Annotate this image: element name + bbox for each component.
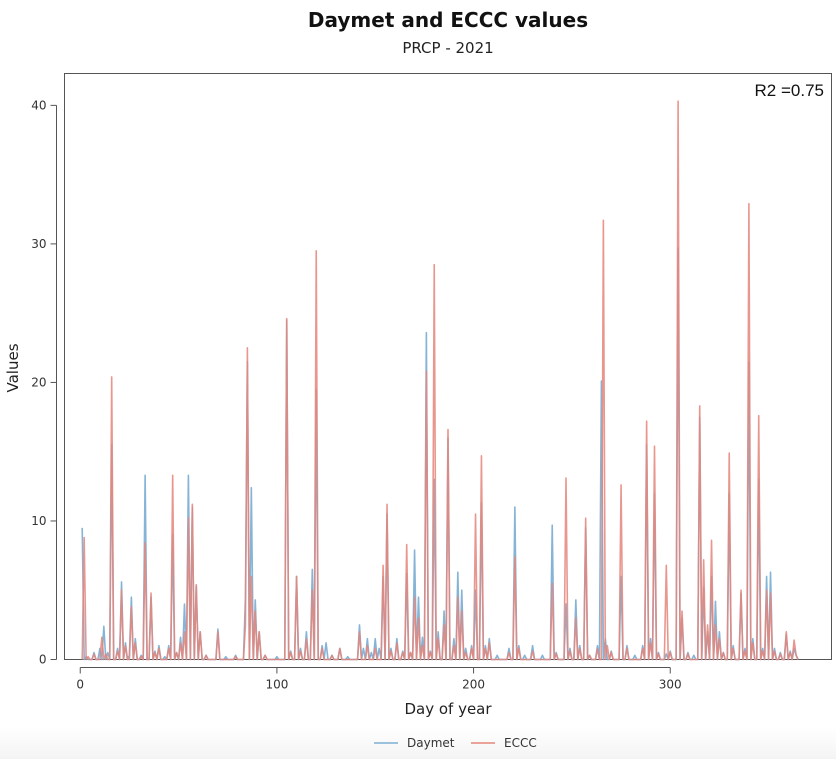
chart-subtitle: PRCP - 2021: [402, 39, 493, 57]
legend-label-daymet: Daymet: [407, 736, 455, 750]
y-axis: 0 10 20 30 40: [31, 98, 57, 667]
x-tick-label: 100: [265, 678, 288, 692]
series-line-eccc: [81, 100, 799, 661]
y-tick-label: 40: [31, 98, 46, 112]
chart-title: Daymet and ECCC values: [308, 8, 588, 32]
y-tick-label: 20: [31, 375, 46, 389]
x-tick-label: 200: [462, 678, 485, 692]
series-layer: [81, 100, 799, 661]
legend-label-eccc: ECCC: [504, 736, 537, 750]
plot-frame: [64, 73, 832, 660]
y-tick-label: 30: [31, 237, 46, 251]
legend: Daymet ECCC: [374, 736, 537, 750]
y-axis-label: Values: [4, 343, 22, 392]
legend-background: [0, 727, 836, 759]
plot-area: [64, 73, 832, 661]
x-axis-label: Day of year: [404, 700, 492, 718]
y-tick-label: 0: [39, 653, 47, 667]
x-axis: 0 100 200 300: [76, 667, 682, 692]
r2-annotation: R2 =0.75: [755, 81, 824, 100]
y-tick-label: 10: [31, 514, 46, 528]
x-tick-label: 0: [76, 678, 84, 692]
x-tick-label: 300: [659, 678, 682, 692]
